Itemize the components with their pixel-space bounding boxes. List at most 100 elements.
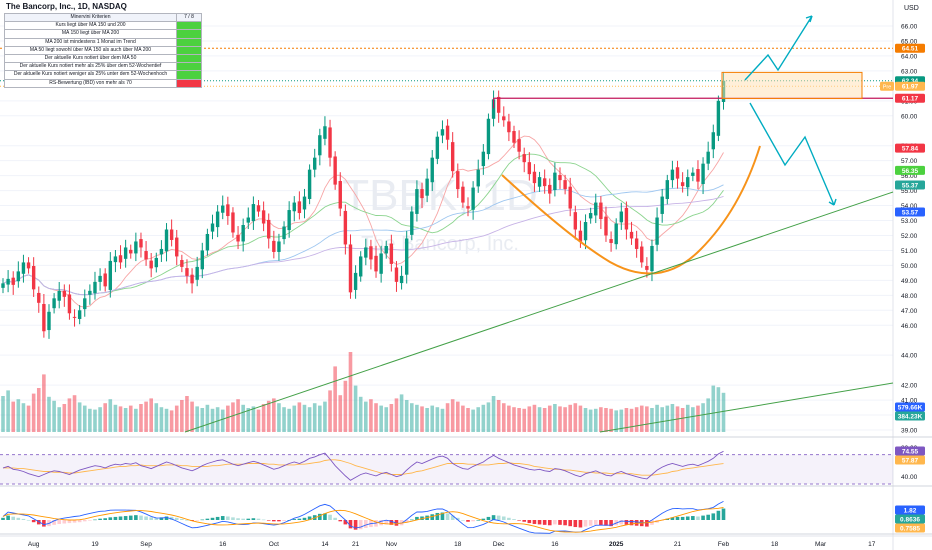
macd-histogram-bar — [455, 517, 460, 520]
candle-body — [103, 273, 107, 287]
macd-histogram-bar — [93, 519, 97, 521]
macd-histogram-bar — [476, 520, 481, 521]
volume-bar — [593, 408, 598, 432]
candle-body — [200, 250, 204, 270]
projection-bullish-arrowhead — [805, 15, 813, 23]
volume-bar — [358, 396, 363, 432]
volume-bar — [128, 405, 133, 432]
price-badge-prefix-bg — [880, 81, 894, 91]
volume-bar — [21, 403, 26, 432]
macd-histogram-bar — [246, 518, 251, 520]
macd-histogram-bar — [292, 519, 297, 520]
volume-bar — [568, 404, 573, 432]
time-tick-label: Dec — [493, 541, 505, 548]
macd-histogram-bar — [481, 518, 486, 520]
criteria-label: Der aktuelle Kurs notiert weniger als 25… — [4, 70, 177, 80]
price-badge: 64.51 — [902, 46, 919, 53]
candle-body — [164, 229, 169, 252]
projection-bearish-arrowhead — [828, 198, 837, 206]
volume-bar — [573, 403, 578, 432]
time-tick-label: Nov — [386, 541, 398, 548]
candle-body — [399, 275, 404, 284]
macd-histogram-bar — [195, 520, 199, 521]
candle-body — [93, 281, 97, 294]
volume-bar — [31, 393, 36, 432]
candle-body — [420, 189, 424, 199]
candle-body — [553, 172, 557, 190]
volume-bar — [154, 403, 159, 432]
macd-histogram-bar — [251, 518, 256, 520]
volume-bar — [6, 390, 10, 432]
volume-bar — [231, 402, 235, 432]
macd-histogram-bar — [348, 520, 353, 529]
macd-histogram-bar — [220, 516, 225, 520]
candle-body — [256, 205, 261, 212]
macd-histogram-bar — [542, 520, 547, 525]
candle-body — [16, 271, 21, 282]
candle-body — [379, 253, 383, 274]
candle-body — [527, 162, 532, 175]
macd-histogram-bar — [272, 520, 276, 522]
macd-histogram-bar — [128, 515, 133, 520]
volume-bar — [389, 404, 394, 432]
volume-bar — [496, 400, 501, 432]
macd-badge-bg — [895, 514, 925, 524]
volume-bar — [200, 408, 205, 432]
candle-body — [537, 177, 542, 187]
volume-bar — [471, 409, 475, 432]
candle-body — [83, 298, 87, 310]
macd-histogram-bar — [522, 520, 527, 522]
price-badge-prefix: Pre — [883, 85, 892, 91]
macd-histogram-bar — [98, 518, 102, 520]
macd-histogram-bar — [410, 519, 414, 521]
candle-body — [640, 246, 644, 263]
candle-body — [394, 267, 399, 282]
volume-bar — [256, 409, 261, 432]
candle-body — [26, 262, 31, 269]
candle-body — [236, 234, 240, 242]
volume-bar — [604, 408, 608, 432]
macd-histogram-bar — [343, 520, 348, 525]
candle-body — [98, 275, 102, 282]
candle-body — [6, 278, 10, 285]
macd-histogram-bar — [103, 518, 107, 520]
candle-body — [328, 127, 332, 158]
candle-body — [496, 96, 501, 113]
candle-body — [67, 294, 72, 314]
candle-body — [292, 202, 296, 212]
candle-body — [369, 246, 373, 260]
macd-histogram-bar — [123, 516, 128, 520]
candle-body — [430, 157, 434, 183]
volume-bar — [701, 403, 705, 432]
candle-body — [77, 310, 82, 319]
volume-bar — [272, 398, 276, 432]
criteria-label: Kurs liegt über MA 150 und 200 — [4, 21, 177, 31]
volume-bar — [123, 408, 128, 432]
candle-body — [675, 167, 680, 179]
price-tick-label: 56.00 — [901, 173, 918, 180]
volume-bar — [292, 405, 297, 432]
time-tick-label: Mar — [815, 541, 827, 548]
candle-body — [261, 210, 266, 224]
volume-bar — [343, 380, 348, 432]
candle-body — [47, 311, 51, 331]
volume-bar — [420, 406, 424, 432]
candle-body — [221, 205, 225, 213]
volume-bar — [195, 406, 199, 432]
criteria-header: Minervini Kriterien — [4, 12, 177, 23]
volume-bar — [307, 407, 312, 432]
macd-histogram-bar — [149, 517, 153, 520]
candle-body — [645, 266, 649, 270]
volume-bar — [706, 398, 710, 432]
candle-body — [333, 156, 337, 185]
candle-body — [404, 238, 409, 275]
macd-histogram-bar — [266, 520, 271, 521]
macd-histogram-bar — [1, 517, 5, 520]
macd-histogram-bar — [323, 513, 327, 520]
macd-histogram-bar — [72, 520, 77, 523]
candle-body — [568, 186, 572, 209]
candle-body — [277, 241, 281, 252]
candle-body — [37, 292, 41, 303]
rsi-badge: 57.87 — [902, 457, 919, 464]
